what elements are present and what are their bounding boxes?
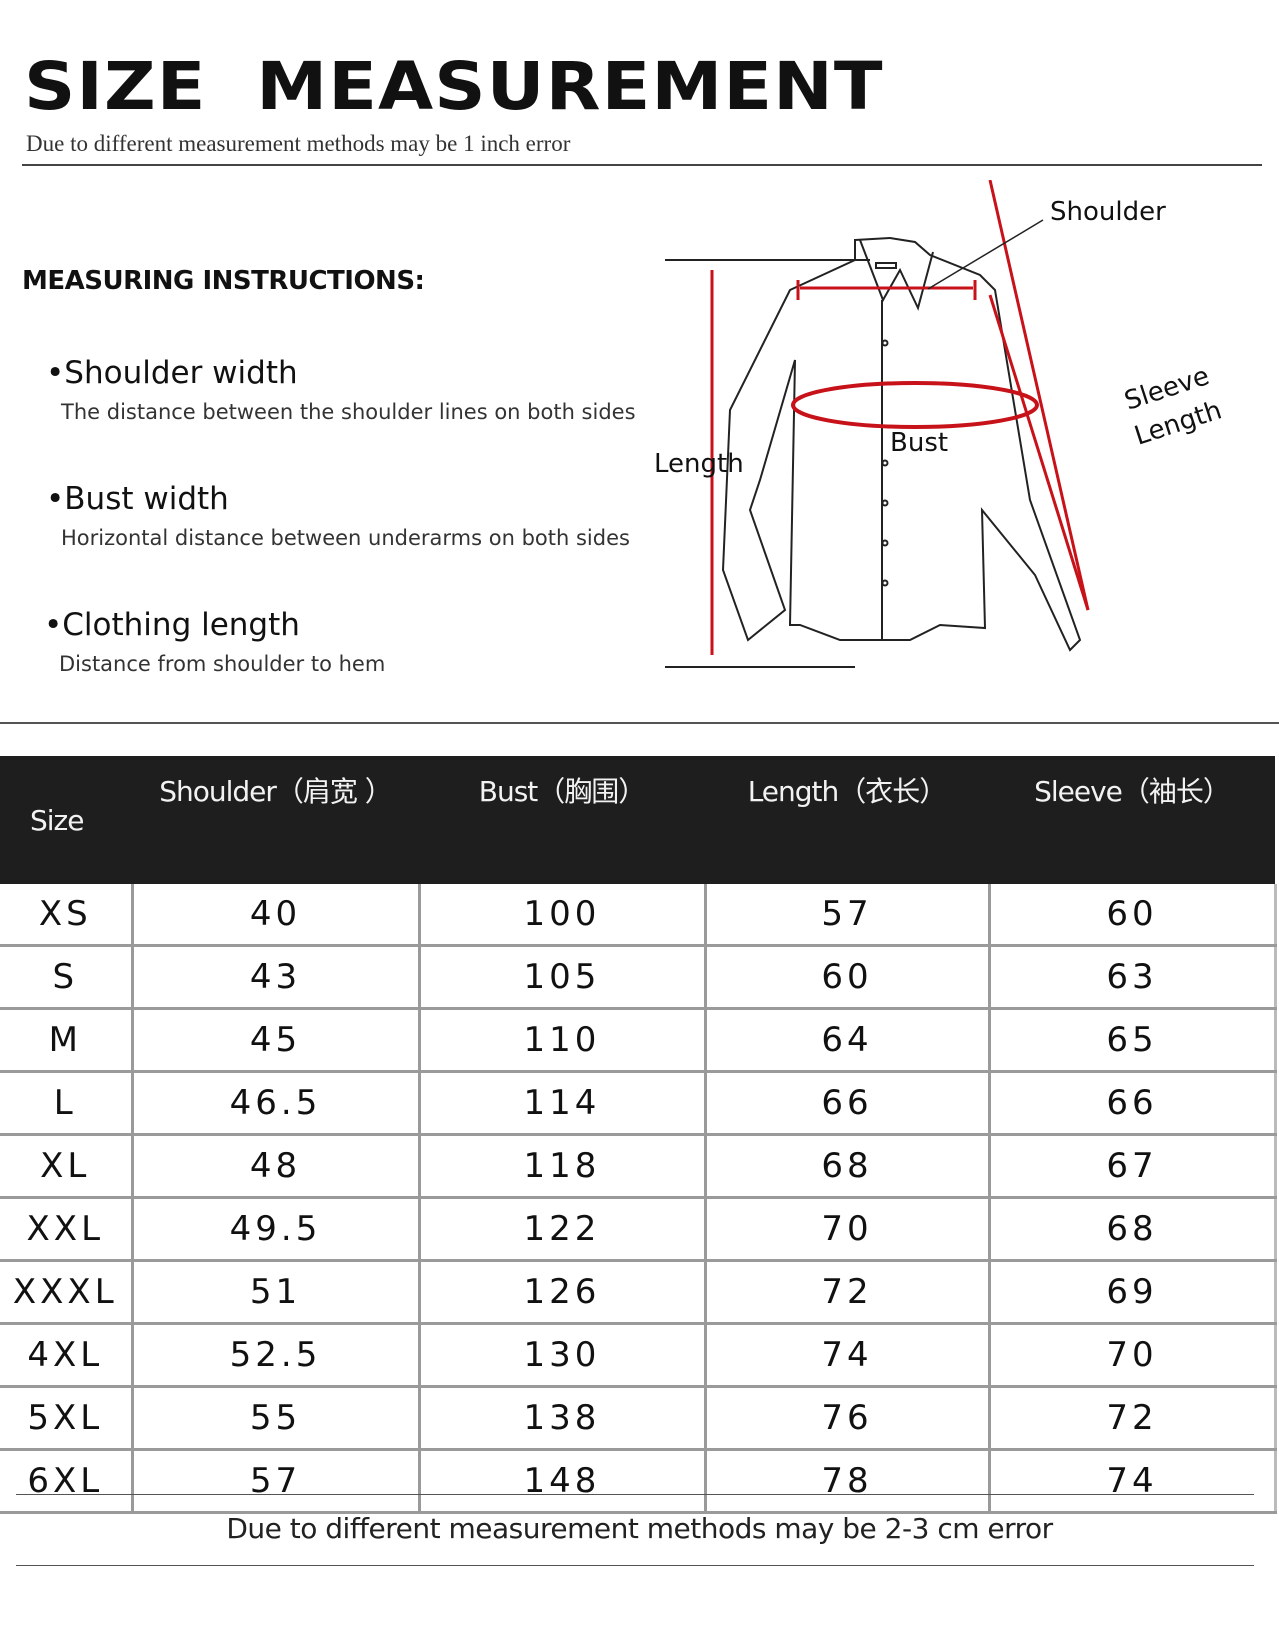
cell-size: XL (0, 1134, 134, 1199)
divider (16, 1494, 1254, 1495)
label-shoulder: Shoulder (1050, 197, 1166, 227)
cell-length: 60 (703, 945, 991, 1010)
subtitle: Due to different measurement methods may… (26, 131, 571, 156)
cell-size: XXXL (0, 1260, 134, 1325)
cell-shoulder: 45 (130, 1008, 421, 1073)
table-row: M 45 110 64 65 (0, 1008, 1277, 1073)
label-length: Length (654, 449, 744, 479)
cell-bust: 105 (417, 945, 707, 1010)
cell-shoulder: 48 (130, 1134, 421, 1199)
cell-bust: 148 (417, 1449, 707, 1514)
cell-sleeve: 70 (987, 1323, 1277, 1388)
table-row: L 46.5 114 66 66 (0, 1071, 1277, 1136)
cell-size: XS (0, 884, 134, 947)
cell-sleeve: 69 (987, 1260, 1277, 1325)
cell-length: 64 (703, 1008, 991, 1073)
cell-length: 68 (703, 1134, 991, 1199)
cell-shoulder: 57 (130, 1449, 421, 1514)
cell-shoulder: 43 (130, 945, 421, 1010)
cell-size: L (0, 1071, 134, 1136)
cell-length: 72 (703, 1260, 991, 1325)
cell-bust: 110 (417, 1008, 707, 1073)
cell-bust: 126 (417, 1260, 707, 1325)
cell-bust: 100 (417, 884, 707, 947)
header-size: Size (0, 756, 132, 884)
label-bust: Bust (890, 428, 948, 458)
cell-size: 5XL (0, 1386, 134, 1451)
page-title: SIZE MEASUREMENT (24, 48, 884, 125)
size-table: Size Shoulder（肩宽 ） Bust（胸围） Length（衣长） S… (0, 756, 1277, 1514)
instruction-desc-bust: Horizontal distance between underarms on… (61, 526, 630, 550)
cell-sleeve: 67 (987, 1134, 1277, 1199)
cell-sleeve: 60 (987, 884, 1277, 947)
table-row: S 43 105 60 63 (0, 945, 1277, 1010)
cell-sleeve: 65 (987, 1008, 1277, 1073)
shirt-diagram: Shoulder Sleeve Length Bust Length (654, 180, 1225, 668)
cell-sleeve: 63 (987, 945, 1277, 1010)
instruction-title-length: •Clothing length (44, 607, 300, 643)
cell-size: XXL (0, 1197, 134, 1262)
cell-length: 76 (703, 1386, 991, 1451)
instruction-title-shoulder: •Shoulder width (46, 355, 298, 391)
cell-shoulder: 52.5 (130, 1323, 421, 1388)
cell-length: 74 (703, 1323, 991, 1388)
divider (16, 1565, 1254, 1566)
cell-shoulder: 55 (130, 1386, 421, 1451)
header-sleeve: Sleeve（袖长） (989, 756, 1275, 884)
cell-shoulder: 40 (130, 884, 421, 947)
cell-sleeve: 72 (987, 1386, 1277, 1451)
cell-sleeve: 68 (987, 1197, 1277, 1262)
measure-lines (665, 180, 1090, 668)
table-row: 6XL 57 148 78 74 (0, 1449, 1277, 1514)
cell-length: 70 (703, 1197, 991, 1262)
table-row: 5XL 55 138 76 72 (0, 1386, 1277, 1451)
footer-note: Due to different measurement methods may… (226, 1512, 1053, 1545)
sleeve-arrow (988, 180, 1090, 611)
cell-bust: 114 (417, 1071, 707, 1136)
cell-bust: 138 (417, 1386, 707, 1451)
cell-sleeve: 66 (987, 1071, 1277, 1136)
cell-size: 4XL (0, 1323, 134, 1388)
cell-size: 6XL (0, 1449, 134, 1514)
cell-bust: 118 (417, 1134, 707, 1199)
cell-bust: 122 (417, 1197, 707, 1262)
table-row: XS 40 100 57 60 (0, 884, 1277, 947)
table-row: XL 48 118 68 67 (0, 1134, 1277, 1199)
instruction-desc-shoulder: The distance between the shoulder lines … (61, 400, 636, 424)
bust-arrow (791, 381, 1039, 429)
table-header-row: Size Shoulder（肩宽 ） Bust（胸围） Length（衣长） S… (0, 756, 1275, 884)
cell-shoulder: 49.5 (130, 1197, 421, 1262)
table-row: XXXL 51 126 72 69 (0, 1260, 1277, 1325)
header-bust: Bust（胸围） (419, 756, 705, 884)
instruction-title-bust: •Bust width (46, 481, 229, 517)
divider (0, 722, 1279, 724)
divider (22, 164, 1262, 166)
cell-size: M (0, 1008, 134, 1073)
instruction-desc-length: Distance from shoulder to hem (59, 652, 386, 676)
cell-shoulder: 46.5 (130, 1071, 421, 1136)
header-shoulder: Shoulder（肩宽 ） (132, 756, 419, 884)
cell-length: 78 (703, 1449, 991, 1514)
cell-bust: 130 (417, 1323, 707, 1388)
cell-size: S (0, 945, 134, 1010)
header-length: Length（衣长） (705, 756, 989, 884)
table-row: 4XL 52.5 130 74 70 (0, 1323, 1277, 1388)
instructions-heading: MEASURING INSTRUCTIONS: (22, 266, 425, 296)
cell-length: 57 (703, 884, 991, 947)
cell-length: 66 (703, 1071, 991, 1136)
table-row: XXL 49.5 122 70 68 (0, 1197, 1277, 1262)
cell-sleeve: 74 (987, 1449, 1277, 1514)
cell-shoulder: 51 (130, 1260, 421, 1325)
